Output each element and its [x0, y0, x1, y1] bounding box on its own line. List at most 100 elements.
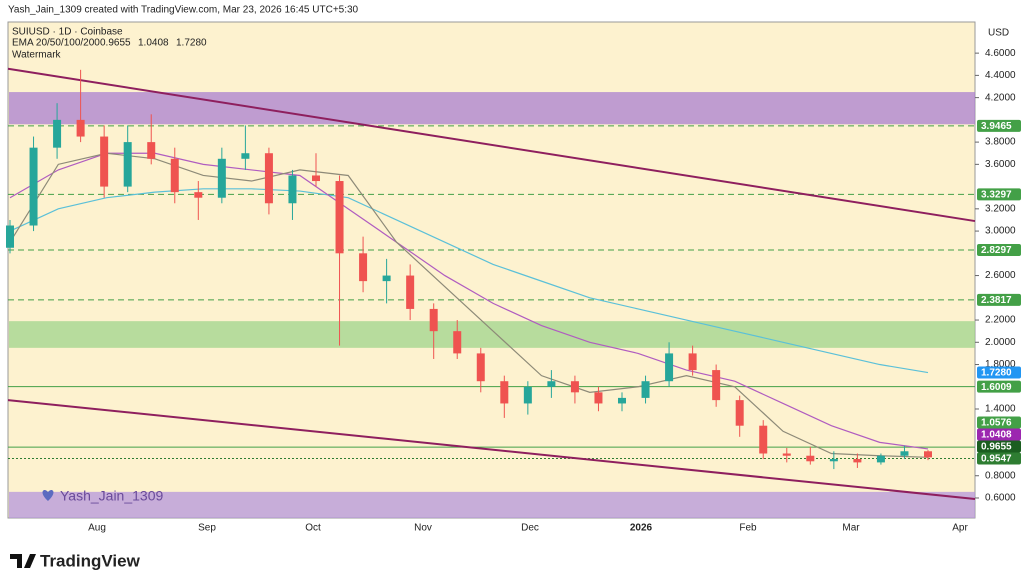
price-label: 0.9655 [981, 442, 1012, 453]
candle-body [876, 455, 885, 463]
candle-body [641, 381, 650, 398]
candle-body [53, 119, 62, 148]
price-label: 0.9547 [981, 454, 1012, 465]
y-tick-label: 4.2000 [985, 92, 1016, 103]
price-label: 3.3297 [981, 190, 1012, 201]
price-label: 1.0576 [981, 418, 1012, 429]
candle-body [335, 181, 344, 254]
x-tick-label: Aug [88, 523, 106, 534]
indicator-value: 1.7280 [176, 38, 207, 49]
candle-body [453, 331, 462, 354]
y-tick-label: 3.0000 [985, 226, 1016, 237]
candle-body [170, 158, 179, 193]
candle-body [618, 397, 626, 404]
candle-body [406, 275, 415, 309]
candle-body [359, 253, 368, 282]
currency: USD [988, 28, 1009, 39]
candle-body [782, 453, 791, 456]
ema-line [9, 188, 929, 374]
candle-body [500, 381, 509, 404]
candle-body [547, 381, 556, 387]
ema-line [9, 152, 929, 458]
price-label: 1.0408 [981, 430, 1012, 441]
zone [9, 92, 975, 125]
candle-body [29, 147, 38, 226]
candle-body [665, 353, 674, 382]
price-label-box [977, 293, 1021, 306]
y-tick-label: 3.8000 [985, 137, 1016, 148]
logo[interactable]: TradingView [40, 551, 141, 570]
y-tick-label: 0.6000 [985, 493, 1016, 504]
candle-body [194, 192, 203, 198]
candle-body [829, 459, 838, 462]
price-label: 1.6009 [981, 382, 1012, 393]
candle-body [100, 136, 109, 187]
price-label-box [977, 244, 1021, 257]
credit: Yash_Jain_1309 created with TradingView.… [8, 5, 359, 16]
candle-body [6, 225, 14, 248]
watermark: Yash_Jain_1309 [60, 488, 163, 504]
x-tick-label: Feb [739, 523, 757, 534]
zone [9, 491, 975, 518]
price-label-box [977, 440, 1021, 453]
candle-body [853, 459, 862, 463]
price-label-box [977, 119, 1021, 132]
x-tick-label: Mar [842, 523, 860, 534]
candle-body [924, 451, 932, 458]
candle-body [759, 425, 768, 454]
x-tick-label: 2026 [630, 523, 653, 534]
price-label-box [977, 188, 1021, 201]
candle-body [735, 400, 744, 426]
price-label: 3.9465 [981, 121, 1012, 132]
candle-body [806, 455, 815, 462]
price-label: 2.8297 [981, 245, 1012, 256]
symbol: SUIUSD · 1D · Coinbase [12, 27, 123, 38]
logo-icon [10, 554, 36, 568]
x-tick-label: Dec [521, 523, 539, 534]
price-label: 2.3817 [981, 295, 1012, 306]
candle-body [123, 142, 132, 187]
price-label-box [977, 380, 1021, 393]
zone [9, 321, 975, 348]
indicator-value: 1.0408 [138, 38, 169, 49]
heart [42, 490, 54, 501]
x-tick-label: Apr [952, 523, 968, 534]
candle-body [241, 153, 250, 159]
x-tick-label: Oct [305, 523, 321, 534]
price-label-box [977, 452, 1021, 465]
candle-body [712, 370, 721, 401]
indicator-label: EMA 20/50/100/200 [12, 38, 100, 49]
candle-body [476, 353, 485, 382]
y-tick-label: 2.0000 [985, 337, 1016, 348]
y-tick-label: 0.8000 [985, 470, 1016, 481]
candle-body [382, 275, 391, 282]
y-tick-label: 3.2000 [985, 203, 1016, 214]
candle-body [147, 142, 156, 159]
y-tick-label: 1.8000 [985, 359, 1016, 370]
y-tick-label: 2.2000 [985, 315, 1016, 326]
candle-body [288, 175, 297, 204]
candle-body [688, 353, 697, 371]
candle-body [570, 381, 579, 393]
x-tick-label: Sep [198, 523, 216, 534]
watermark-label: Watermark [12, 50, 62, 61]
price-label-box [977, 428, 1021, 441]
y-tick-label: 3.6000 [985, 159, 1016, 170]
candle-body [523, 386, 532, 404]
candle-body [217, 158, 226, 198]
indicator-value: 0.9655 [100, 38, 131, 49]
candle-body [900, 451, 909, 456]
candle-body [264, 153, 273, 204]
candle-body [312, 175, 320, 182]
price-label-box [977, 366, 1021, 379]
candle-body [76, 119, 85, 137]
trend-line [7, 399, 976, 500]
y-tick-label: 4.6000 [985, 48, 1016, 59]
candle-body [429, 308, 438, 332]
y-tick-label: 4.4000 [985, 70, 1016, 81]
trend-line [7, 67, 976, 223]
ema-line [9, 152, 929, 450]
y-tick-label: 2.6000 [985, 270, 1016, 281]
price-label: 1.7280 [981, 368, 1012, 379]
